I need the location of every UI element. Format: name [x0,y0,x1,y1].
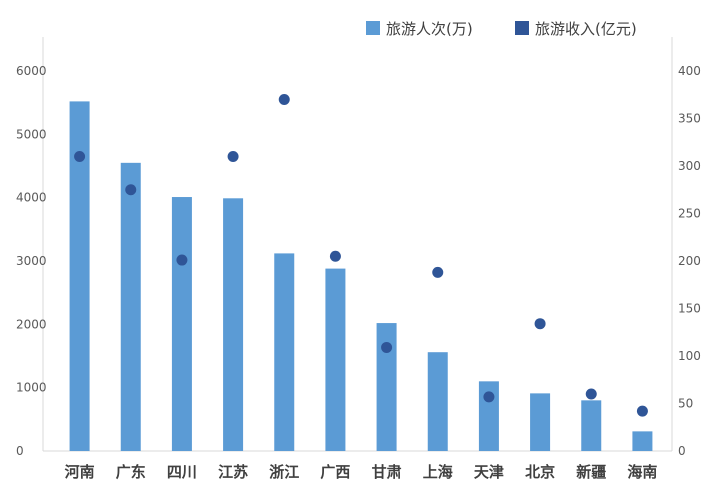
legend-label-scatter: 旅游收入(亿元) [535,20,637,38]
bar [427,352,448,451]
scatter-point [227,151,239,162]
right-tick-label: 50 [678,397,693,411]
bar [171,197,192,451]
left-tick-label: 2000 [16,317,47,331]
scatter-point [381,341,393,353]
right-tick-label: 300 [678,159,701,173]
category-label: 广东 [116,463,146,481]
category-label: 天津 [474,463,504,481]
category-label: 浙江 [269,463,299,481]
legend-swatch-scatter [515,21,529,35]
category-label: 广西 [320,463,350,481]
bar [632,431,653,451]
right-tick-label: 100 [678,349,701,363]
scatter-point [483,391,495,403]
category-label: 新疆 [576,463,606,481]
legend: 旅游人次(万) 旅游收入(亿元) [366,20,637,38]
bar [120,162,141,452]
left-tick-label: 3000 [16,254,47,268]
bar-series [69,101,653,452]
category-label: 海南 [627,463,657,481]
scatter-point [125,184,137,196]
category-label: 江苏 [218,463,248,481]
right-tick-label: 0 [678,444,686,458]
scatter-point [278,94,290,105]
category-label: 北京 [525,463,555,481]
scatter-point [74,151,86,162]
left-tick-label: 0 [16,444,24,458]
bar [274,253,295,451]
bar [581,400,602,451]
scatter-point [636,405,648,417]
left-axis-ticks: 0 1000 2000 3000 4000 5000 6000 [16,64,47,458]
bar [69,101,90,452]
bar [325,268,346,451]
category-label: 甘肃 [372,463,402,481]
legend-swatch-bar [366,21,380,35]
right-tick-label: 150 [678,302,701,316]
bar [376,323,397,451]
left-tick-label: 6000 [16,64,47,78]
scatter-point [432,266,444,278]
bar [223,198,244,451]
bar [530,393,551,451]
scatter-point [176,254,188,266]
scatter-point [329,250,341,262]
right-tick-label: 350 [678,112,701,126]
category-label: 河南 [65,463,95,481]
left-tick-label: 5000 [16,127,47,141]
right-tick-label: 400 [678,64,701,78]
category-label: 上海 [423,463,453,481]
right-tick-label: 250 [678,207,701,221]
category-label: 四川 [167,463,197,481]
left-tick-label: 4000 [16,191,47,205]
legend-label-bar: 旅游人次(万) [386,20,473,38]
scatter-point [534,318,546,330]
scatter-point [585,388,597,400]
right-tick-label: 200 [678,254,701,268]
right-axis-ticks: 0 50 100 150 200 250 300 350 400 [678,64,701,458]
scatter-series [74,94,648,417]
left-tick-label: 1000 [16,381,47,395]
category-labels: 河南 广东 四川 江苏 浙江 广西 甘肃 上海 天津 北京 新疆 海南 [65,463,658,481]
